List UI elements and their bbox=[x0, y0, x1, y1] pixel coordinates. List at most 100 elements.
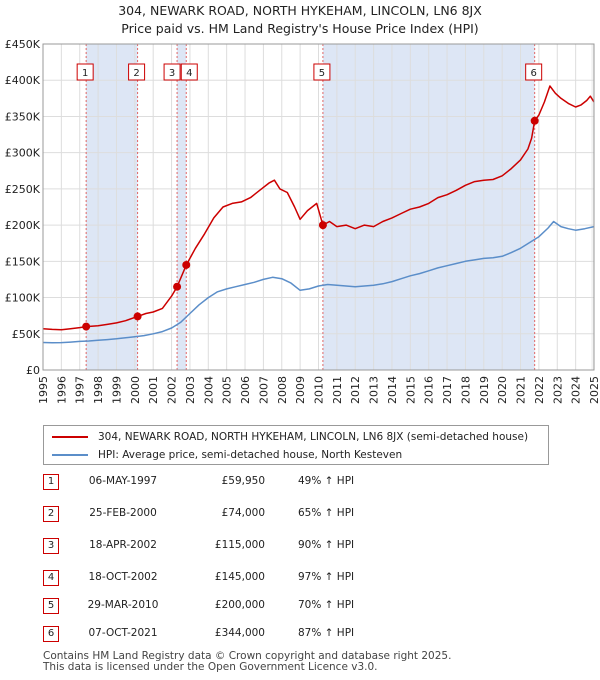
shaded-span bbox=[86, 44, 138, 370]
transaction-price: £344,000 bbox=[214, 627, 265, 639]
table-row: 2 25-FEB-2000 £74,000 65% ↑ HPI bbox=[43, 504, 563, 526]
x-tick-label: 2011 bbox=[331, 376, 344, 404]
sale-marker-box bbox=[163, 63, 181, 81]
x-tick-label: 2003 bbox=[184, 376, 197, 404]
x-tick-label: 2017 bbox=[441, 376, 454, 404]
x-tick-label: 2007 bbox=[257, 376, 270, 404]
x-tick-label: 1997 bbox=[74, 376, 87, 404]
x-tick-label: 2005 bbox=[221, 376, 234, 404]
transaction-date: 18-APR-2002 bbox=[89, 539, 157, 551]
table-row: 1 06-MAY-1997 £59,950 49% ↑ HPI bbox=[43, 472, 563, 494]
y-tick-label: £250K bbox=[5, 183, 41, 196]
legend-item-property: 304, NEWARK ROAD, NORTH HYKEHAM, LINCOLN… bbox=[52, 428, 528, 446]
transaction-date: 07-OCT-2021 bbox=[88, 627, 158, 639]
chart-title: 304, NEWARK ROAD, NORTH HYKEHAM, LINCOLN… bbox=[0, 2, 600, 38]
legend-swatch-hpi bbox=[52, 454, 88, 456]
legend-label-property: 304, NEWARK ROAD, NORTH HYKEHAM, LINCOLN… bbox=[98, 431, 529, 443]
sale-marker-label: 4 bbox=[186, 68, 192, 79]
x-tick-label: 2025 bbox=[588, 376, 600, 404]
x-tick-label: 2012 bbox=[349, 376, 362, 404]
x-tick-label: 2019 bbox=[478, 376, 491, 404]
sale-marker-box bbox=[128, 63, 146, 81]
x-tick-label: 2018 bbox=[459, 376, 472, 404]
transaction-price: £115,000 bbox=[214, 539, 265, 551]
footer-line-2: This data is licensed under the Open Gov… bbox=[43, 661, 378, 673]
sale-marker-box bbox=[180, 63, 198, 81]
sale-point bbox=[318, 221, 327, 230]
chart-legend: 304, NEWARK ROAD, NORTH HYKEHAM, LINCOLN… bbox=[43, 425, 549, 465]
x-tick-label: 1996 bbox=[55, 376, 68, 404]
sale-marker-box bbox=[525, 63, 543, 81]
title-line-1: 304, NEWARK ROAD, NORTH HYKEHAM, LINCOLN… bbox=[118, 3, 482, 18]
transaction-price: £145,000 bbox=[214, 571, 265, 583]
y-tick-label: £100K bbox=[5, 292, 41, 305]
forecast-hatch bbox=[591, 44, 594, 370]
transaction-price: £200,000 bbox=[214, 599, 265, 611]
sale-point bbox=[182, 260, 191, 269]
sale-marker-label: 6 bbox=[530, 68, 536, 79]
y-tick-label: £400K bbox=[5, 74, 41, 87]
transaction-date: 29-MAR-2010 bbox=[87, 599, 159, 611]
sale-marker-box bbox=[313, 63, 331, 81]
transaction-number: 1 bbox=[43, 474, 59, 490]
x-tick-label: 2022 bbox=[533, 376, 546, 404]
transaction-hpi: 70% ↑ HPI bbox=[298, 599, 355, 611]
hpi-line bbox=[42, 220, 595, 344]
sale-marker-box bbox=[76, 63, 94, 81]
transaction-date: 18-OCT-2002 bbox=[88, 571, 158, 583]
sale-point bbox=[173, 282, 182, 291]
y-tick-label: £450K bbox=[5, 38, 41, 51]
footer-line-1: Contains HM Land Registry data © Crown c… bbox=[43, 650, 452, 662]
shaded-span bbox=[177, 44, 187, 370]
x-tick-label: 2013 bbox=[368, 376, 381, 404]
sale-point bbox=[530, 116, 539, 125]
plot-frame bbox=[42, 43, 595, 371]
x-tick-label: 2006 bbox=[239, 376, 252, 404]
price-chart: £0 £50K £100K £150K £200K £250K £300K £350K £400… bbox=[5, 38, 600, 404]
transaction-hpi: 65% ↑ HPI bbox=[298, 507, 355, 519]
transaction-number: 3 bbox=[43, 538, 59, 554]
x-tick-label: 1998 bbox=[92, 376, 105, 404]
x-tick-label: 2015 bbox=[404, 376, 417, 404]
transaction-number: 2 bbox=[43, 506, 59, 522]
y-tick-label: £300K bbox=[5, 147, 41, 160]
transaction-number: 5 bbox=[43, 598, 59, 614]
transaction-hpi: 90% ↑ HPI bbox=[298, 539, 355, 551]
title-line-2: Price paid vs. HM Land Registry's House … bbox=[121, 21, 479, 36]
transaction-date: 25-FEB-2000 bbox=[89, 507, 157, 519]
property-price-line bbox=[42, 85, 595, 331]
x-tick-label: 2021 bbox=[515, 376, 528, 404]
y-tick-label: £200K bbox=[5, 219, 41, 232]
y-tick-label: £150K bbox=[5, 255, 41, 268]
transaction-price: £74,000 bbox=[221, 507, 265, 519]
x-tick-label: 2010 bbox=[313, 376, 326, 404]
y-tick-label: £50K bbox=[12, 328, 41, 341]
x-tick-label: 2004 bbox=[202, 376, 215, 404]
y-tick-label: £0 bbox=[26, 364, 40, 377]
y-tick-label: £350K bbox=[5, 110, 41, 123]
transaction-date: 06-MAY-1997 bbox=[88, 475, 158, 487]
transaction-number: 6 bbox=[43, 626, 59, 642]
sale-marker-label: 1 bbox=[82, 68, 88, 79]
x-tick-label: 2009 bbox=[294, 376, 307, 404]
legend-item-hpi: HPI: Average price, semi-detached house,… bbox=[52, 446, 402, 464]
x-tick-label: 2024 bbox=[570, 376, 583, 404]
sale-point bbox=[133, 312, 142, 321]
x-tick-label: 2001 bbox=[147, 376, 160, 404]
x-tick-label: 1995 bbox=[37, 376, 50, 404]
table-row: 3 18-APR-2002 £115,000 90% ↑ HPI bbox=[43, 536, 563, 558]
x-tick-label: 2002 bbox=[166, 376, 179, 404]
transaction-hpi: 49% ↑ HPI bbox=[298, 475, 355, 487]
legend-swatch-property bbox=[52, 436, 88, 438]
legend-label-hpi: HPI: Average price, semi-detached house,… bbox=[98, 449, 403, 461]
sale-marker-label: 2 bbox=[133, 68, 139, 79]
transaction-hpi: 87% ↑ HPI bbox=[298, 627, 355, 639]
sale-marker-label: 5 bbox=[319, 68, 325, 79]
table-row: 4 18-OCT-2002 £145,000 97% ↑ HPI bbox=[43, 568, 563, 590]
sale-marker-label: 3 bbox=[169, 68, 175, 79]
transaction-number: 4 bbox=[43, 570, 59, 586]
table-row: 5 29-MAR-2010 £200,000 70% ↑ HPI bbox=[43, 596, 563, 618]
x-tick-label: 2000 bbox=[129, 376, 142, 404]
x-tick-label: 2016 bbox=[423, 376, 436, 404]
transaction-hpi: 97% ↑ HPI bbox=[298, 571, 355, 583]
